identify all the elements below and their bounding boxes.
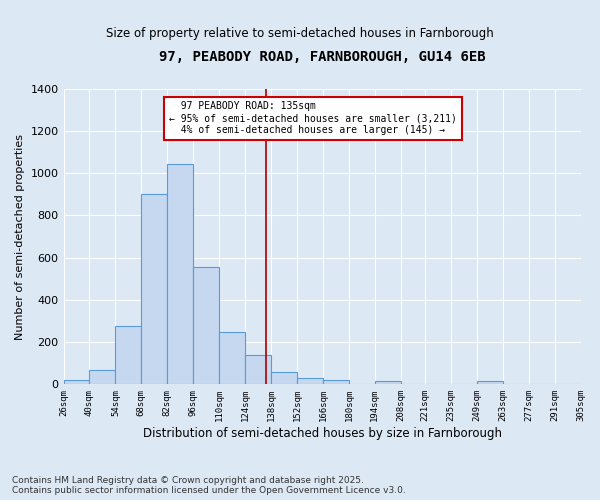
Bar: [323, 380, 349, 384]
Text: 97 PEABODY ROAD: 135sqm
← 95% of semi-detached houses are smaller (3,211)
  4% o: 97 PEABODY ROAD: 135sqm ← 95% of semi-de…: [169, 102, 457, 134]
Bar: [193, 267, 219, 384]
Bar: [167, 164, 193, 384]
Bar: [142, 194, 167, 384]
Text: Contains HM Land Registry data © Crown copyright and database right 2025.
Contai: Contains HM Land Registry data © Crown c…: [12, 476, 406, 495]
Bar: [115, 326, 142, 384]
Title: 97, PEABODY ROAD, FARNBOROUGH, GU14 6EB: 97, PEABODY ROAD, FARNBOROUGH, GU14 6EB: [159, 50, 485, 64]
Bar: [64, 380, 89, 384]
Bar: [477, 381, 503, 384]
Bar: [297, 378, 323, 384]
Bar: [375, 381, 401, 384]
Bar: [271, 372, 297, 384]
Y-axis label: Number of semi-detached properties: Number of semi-detached properties: [15, 134, 25, 340]
Bar: [219, 332, 245, 384]
Bar: [245, 355, 271, 384]
X-axis label: Distribution of semi-detached houses by size in Farnborough: Distribution of semi-detached houses by …: [143, 427, 502, 440]
Text: Size of property relative to semi-detached houses in Farnborough: Size of property relative to semi-detach…: [106, 28, 494, 40]
Bar: [89, 370, 115, 384]
